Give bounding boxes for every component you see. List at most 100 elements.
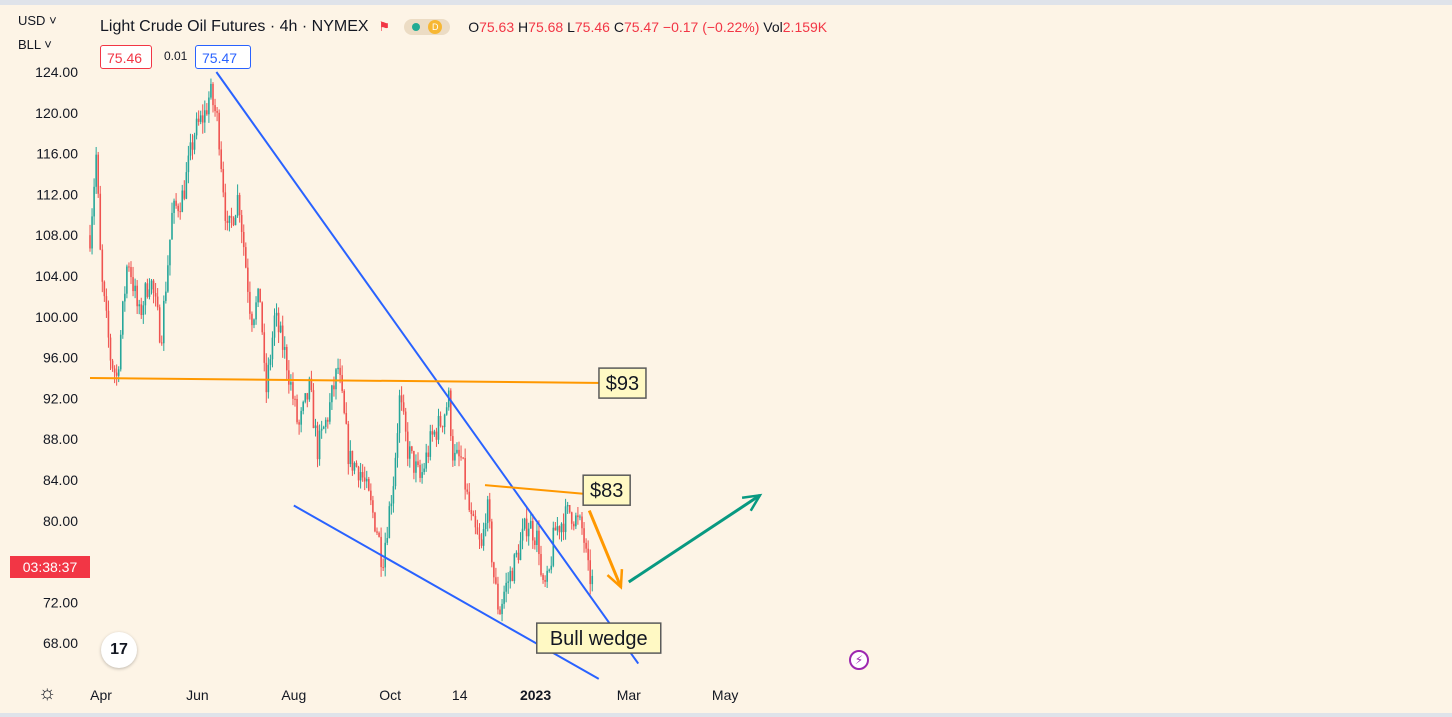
candle-body — [130, 267, 132, 278]
buy-price-button[interactable]: 75.47 — [195, 45, 251, 69]
candle-body — [523, 518, 526, 529]
x-tick-label: Jun — [186, 687, 209, 703]
candle-body — [388, 506, 391, 539]
ohlc-readout: O75.63 H75.68 L75.46 C75.47 −0.17 (−0.22… — [468, 19, 827, 35]
candle-body — [380, 536, 382, 568]
candle-body — [269, 359, 272, 365]
candle-body — [550, 565, 553, 570]
orange-trendline — [484, 484, 601, 497]
candle-body — [208, 97, 210, 115]
y-tick-label: 124.00 — [35, 64, 78, 80]
candle-body — [156, 296, 159, 308]
candle-body — [201, 115, 204, 123]
candle-body — [452, 436, 454, 461]
candle-body — [376, 531, 378, 533]
candle-body — [488, 499, 491, 522]
candle-body — [441, 426, 444, 428]
candle-body — [503, 591, 505, 604]
candle-body — [519, 540, 522, 561]
candle-body — [99, 193, 102, 250]
candle-body — [392, 486, 395, 504]
green-arrow — [627, 494, 761, 584]
candle-body — [199, 115, 202, 122]
unit-selector[interactable]: BLL ˅ — [18, 37, 52, 52]
candle-body — [154, 292, 157, 297]
tradingview-logo-icon[interactable]: 17 — [101, 632, 137, 668]
candle-body — [470, 510, 473, 514]
candle-body — [525, 518, 528, 537]
market-status-pill[interactable]: D — [404, 19, 451, 35]
candle-body — [197, 118, 200, 122]
lightning-icon[interactable]: ⚡ — [849, 650, 869, 670]
candle-body — [583, 528, 585, 543]
candle-body — [136, 285, 138, 307]
candle-body — [368, 478, 370, 491]
candle-body — [480, 539, 483, 546]
sell-price-button[interactable]: 75.46 — [100, 45, 152, 69]
candle-body — [304, 393, 307, 402]
x-tick-label: Aug — [281, 687, 306, 703]
candle-body — [538, 530, 540, 555]
candle-body — [238, 195, 241, 216]
low-value: 75.46 — [574, 19, 610, 35]
candle-body — [513, 554, 516, 581]
candle-body — [474, 515, 477, 528]
candle-body — [273, 315, 276, 338]
candle-body — [298, 422, 300, 425]
candle-body — [169, 239, 171, 266]
candle-body — [435, 431, 438, 440]
y-tick-label: 92.00 — [43, 390, 78, 406]
candle-body — [419, 464, 421, 478]
candle-body — [193, 135, 196, 150]
candle-body — [464, 458, 466, 490]
candle-body — [105, 296, 108, 311]
x-tick-label: May — [712, 687, 738, 703]
candle-body — [493, 562, 495, 578]
chevron-down-icon: ˅ — [49, 13, 57, 28]
candle-body — [427, 452, 430, 457]
candle-body — [185, 172, 188, 199]
candle-body — [189, 142, 192, 156]
candle-body — [128, 266, 130, 268]
candle-body — [103, 281, 106, 297]
candle-body — [425, 452, 427, 469]
y-tick-label: 116.00 — [36, 146, 78, 162]
candle-body — [443, 414, 446, 428]
x-tick-label: Mar — [617, 687, 641, 703]
candle-body — [527, 528, 530, 537]
candle-body — [275, 312, 278, 316]
candle-body — [257, 288, 259, 303]
symbol-title[interactable]: Light Crude Oil Futures · 4h · NYMEX — [100, 18, 369, 35]
candle-body — [398, 395, 401, 434]
candle-body — [308, 378, 311, 400]
candle-body — [115, 372, 118, 376]
candle-body — [476, 527, 479, 535]
candle-body — [568, 504, 571, 513]
y-tick-label: 108.00 — [35, 227, 78, 243]
candle-body — [259, 288, 261, 303]
candle-body — [167, 265, 169, 292]
flag-icon[interactable]: ⚑ — [378, 19, 391, 34]
candle-body — [382, 567, 384, 569]
open-value: 75.63 — [479, 19, 515, 35]
currency-selector[interactable]: USD ˅ — [18, 13, 57, 28]
y-tick-label: 84.00 — [43, 472, 78, 488]
candle-body — [456, 449, 458, 453]
candle-body — [316, 425, 319, 460]
spread-value: 0.01 — [164, 49, 188, 63]
gear-icon[interactable]: ☼ — [38, 682, 57, 704]
candle-body — [236, 195, 239, 216]
candle-body — [511, 570, 514, 581]
candle-body — [497, 583, 499, 610]
candle-body — [261, 302, 263, 333]
candle-body — [548, 569, 550, 571]
candle-body — [222, 168, 225, 193]
y-tick-label: 80.00 — [43, 513, 78, 529]
volume-label: Vol — [763, 19, 783, 35]
candle-body — [286, 346, 288, 371]
y-tick-label: 88.00 — [43, 431, 78, 447]
candle-body — [529, 520, 532, 529]
candle-body — [515, 552, 518, 555]
green-arrowhead — [741, 493, 763, 512]
